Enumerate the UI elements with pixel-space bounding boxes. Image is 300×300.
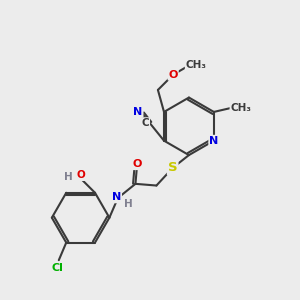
Text: C: C	[142, 118, 149, 128]
Text: Cl: Cl	[51, 262, 63, 273]
Text: O: O	[133, 159, 142, 169]
Text: O: O	[169, 70, 178, 80]
Text: N: N	[133, 107, 142, 117]
Text: CH₃: CH₃	[230, 103, 251, 113]
Text: O: O	[76, 170, 85, 180]
Text: S: S	[168, 161, 178, 174]
Text: CH₃: CH₃	[186, 60, 207, 70]
Text: H: H	[124, 199, 133, 209]
Text: N: N	[112, 192, 121, 203]
Text: N: N	[209, 136, 218, 146]
Text: H: H	[64, 172, 72, 182]
